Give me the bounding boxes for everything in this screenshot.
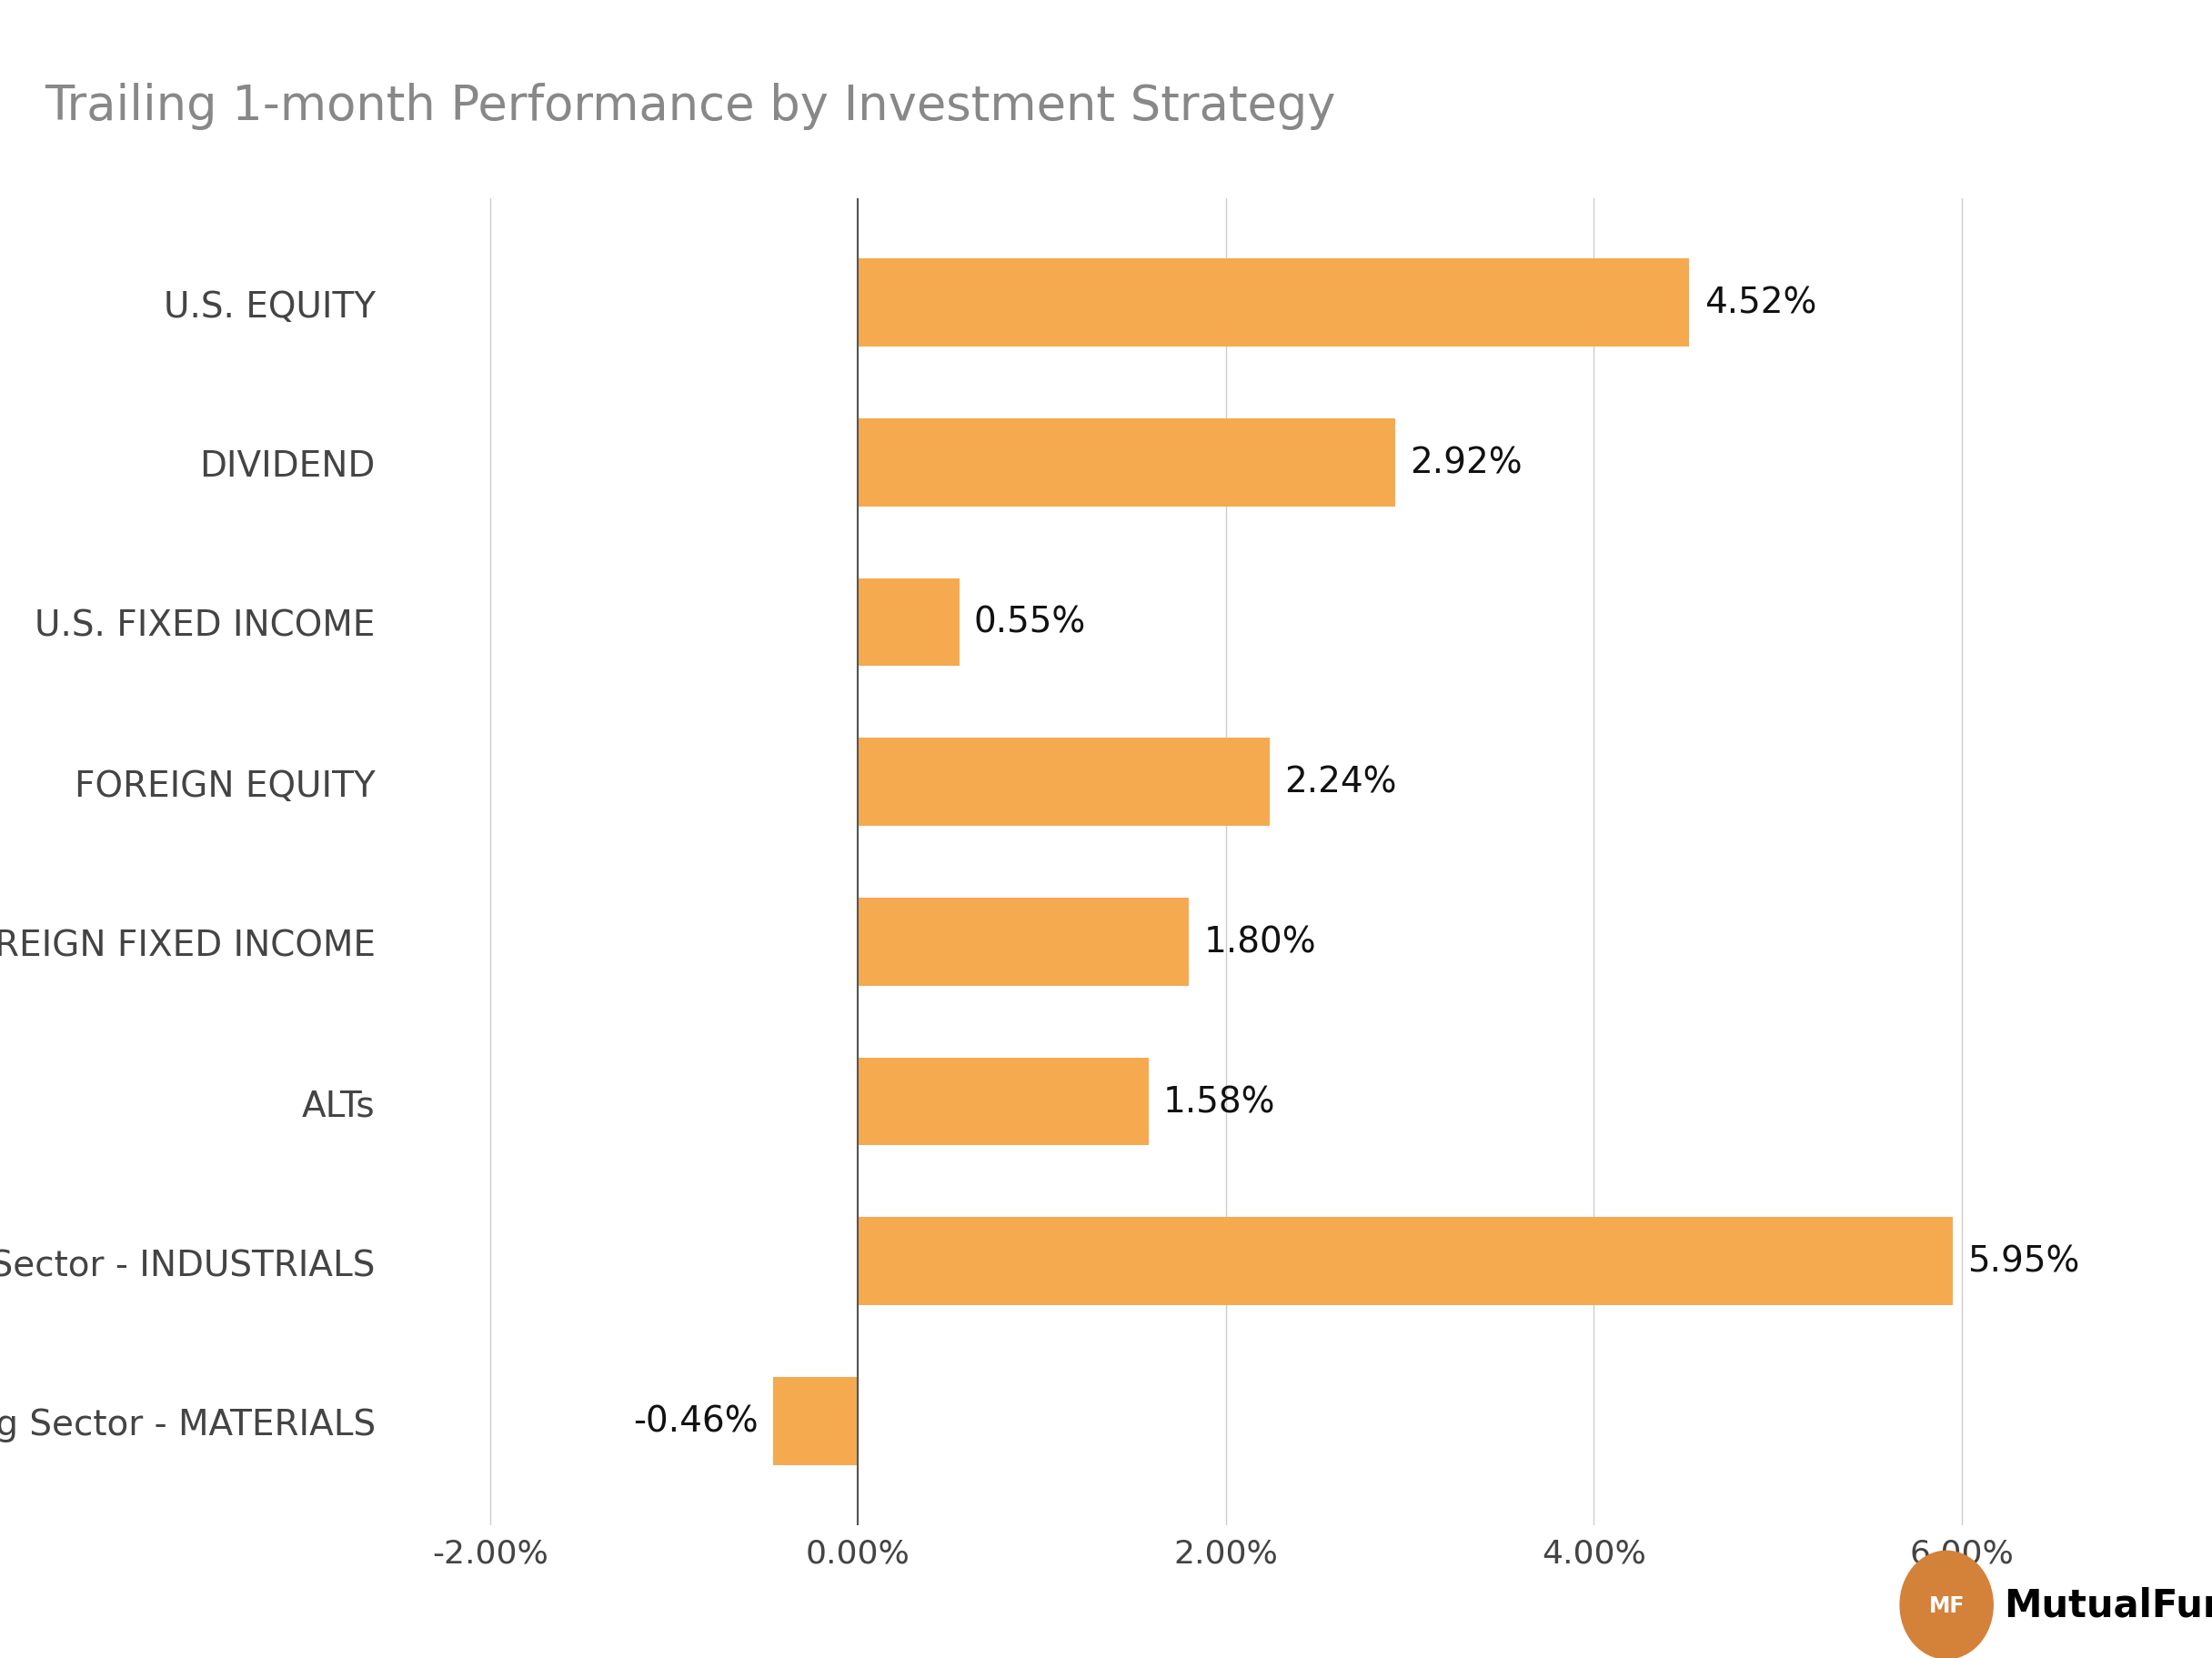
Bar [858,1217,1953,1305]
Text: MF: MF [1929,1593,1964,1617]
Text: 1.58%: 1.58% [1164,1084,1276,1119]
Bar [774,1378,858,1466]
Text: 1.80%: 1.80% [1203,925,1316,960]
Text: 4.52%: 4.52% [1703,285,1816,320]
Bar [858,899,1190,987]
Text: MutualFunds: MutualFunds [2004,1585,2212,1625]
Text: 5.95%: 5.95% [1966,1244,2079,1278]
Bar [858,419,1396,507]
Text: 2.24%: 2.24% [1285,764,1398,799]
Text: 2.92%: 2.92% [1409,446,1522,481]
Text: Trailing 1-month Performance by Investment Strategy: Trailing 1-month Performance by Investme… [44,83,1336,131]
Bar [858,738,1270,826]
Text: 0.55%: 0.55% [973,605,1086,640]
Bar [858,579,960,667]
Text: -0.46%: -0.46% [633,1404,759,1439]
Bar [858,259,1690,347]
Bar [858,1058,1148,1146]
